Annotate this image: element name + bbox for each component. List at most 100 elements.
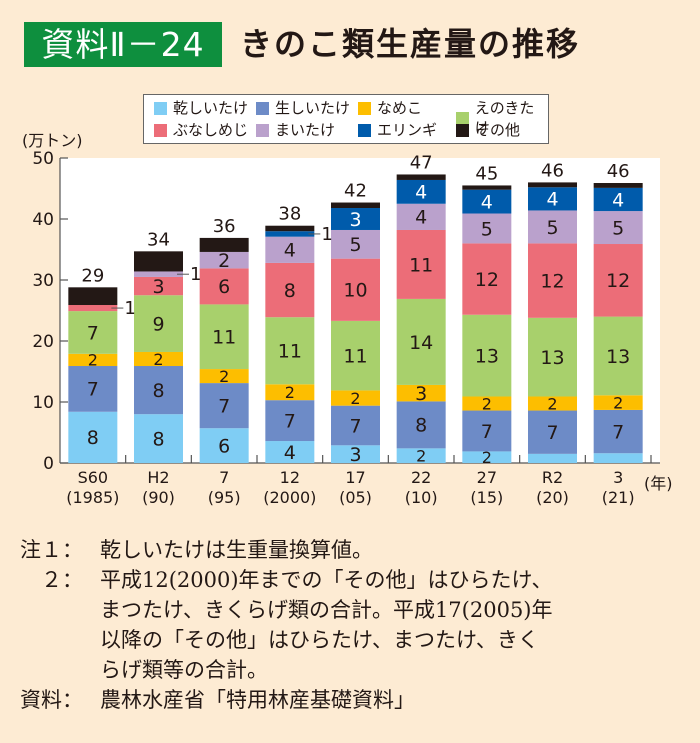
data-label: 4 bbox=[415, 182, 427, 204]
bar-segment-bunashimeji bbox=[331, 258, 380, 321]
data-label: 8 bbox=[284, 280, 296, 302]
data-label: 11 bbox=[278, 341, 302, 363]
bar-segment-fresh-shiitake bbox=[68, 366, 118, 412]
note-line: まつたけ、きくらげ類の合計。平成17(2005)年 bbox=[20, 595, 690, 625]
note-label bbox=[20, 595, 100, 625]
data-label: 7 bbox=[546, 422, 558, 444]
x-tick-label: (1985) bbox=[66, 488, 119, 507]
total-label: 34 bbox=[147, 229, 170, 250]
legend-item-eringi: エリンギ bbox=[358, 120, 437, 140]
x-tick-label: S60 bbox=[78, 468, 109, 487]
bar-segment-bunashimeji bbox=[593, 244, 643, 317]
bar-segment-fresh-shiitake bbox=[593, 409, 643, 454]
bar-segment-other bbox=[462, 185, 512, 190]
bar-segment-enokitake bbox=[462, 314, 512, 397]
y-tick-label: 20 bbox=[32, 332, 54, 352]
bar-segment-enokitake bbox=[396, 298, 446, 385]
y-tick-label: 40 bbox=[32, 210, 54, 230]
bar-segment-dried-shiitake bbox=[528, 453, 577, 463]
data-label: 2 bbox=[218, 250, 230, 272]
bar-segment-eringi bbox=[593, 187, 643, 212]
y-tick-label: 10 bbox=[32, 393, 54, 413]
note-text: 農林水産省「特用林産基礎資料」 bbox=[100, 688, 415, 712]
data-label: 3 bbox=[415, 383, 427, 405]
data-label: 8 bbox=[152, 428, 164, 450]
data-label: 5 bbox=[546, 217, 558, 239]
note-text: らげ類等の合計。 bbox=[100, 658, 268, 682]
note-text: まつたけ、きくらげ類の合計。平成17(2005)年 bbox=[100, 598, 553, 622]
bar-segment-dried-shiitake bbox=[462, 451, 512, 463]
note-text: 以降の「その他」はひらたけ、まつたけ、きく bbox=[100, 628, 539, 652]
legend-item-other: その他 bbox=[456, 120, 520, 140]
total-label: 29 bbox=[81, 265, 104, 286]
bar-segment-fresh-shiitake bbox=[462, 410, 512, 452]
x-tick-label: (90) bbox=[142, 488, 175, 507]
bar-segment-other bbox=[199, 237, 249, 252]
bar-segment-other bbox=[593, 183, 643, 188]
callout-label: 1 bbox=[321, 224, 332, 245]
data-label: 13 bbox=[540, 347, 564, 369]
legend-item-dried-shiitake: 乾しいたけ bbox=[154, 98, 248, 118]
data-label: 2 bbox=[153, 350, 163, 369]
data-label: 3 bbox=[349, 209, 361, 231]
data-label: 5 bbox=[481, 218, 493, 240]
x-tick-label: 7 bbox=[219, 468, 229, 487]
data-label: 2 bbox=[88, 351, 98, 370]
data-label: 10 bbox=[343, 280, 367, 302]
note-line: 以降の「その他」はひらたけ、まつたけ、きく bbox=[20, 625, 690, 655]
bar-segment-bunashimeji bbox=[396, 229, 446, 299]
x-tick-label: 27 bbox=[477, 468, 497, 487]
bar-segment-eringi bbox=[462, 189, 512, 214]
total-label: 47 bbox=[410, 152, 433, 173]
data-label: 8 bbox=[152, 380, 164, 402]
bar-segment-nameko bbox=[396, 384, 446, 402]
bar-segment-eringi bbox=[528, 187, 577, 211]
bar-segment-fresh-shiitake bbox=[528, 410, 577, 454]
data-label: 2 bbox=[482, 394, 492, 413]
bar-segment-eringi bbox=[265, 231, 315, 237]
stacked-bar-chart: 01020304050872729S60(1985)8829334H2(90)6… bbox=[32, 149, 660, 507]
bar-segment-enokitake bbox=[134, 295, 183, 352]
bar-segment-fresh-shiitake bbox=[199, 383, 249, 429]
bar-segment-other bbox=[134, 251, 183, 272]
bar-segment-dried-shiitake bbox=[134, 414, 183, 463]
legend-item-enokitake: えのきたけ bbox=[456, 98, 548, 138]
data-label: 2 bbox=[416, 446, 426, 465]
data-label: 11 bbox=[343, 345, 367, 367]
bar-segment-other bbox=[68, 287, 118, 306]
data-label: 4 bbox=[612, 189, 624, 211]
bar-segment-fresh-shiitake bbox=[134, 366, 183, 415]
x-axis-unit-label: (年) bbox=[644, 474, 673, 493]
bar-segment-fresh-shiitake bbox=[396, 401, 446, 449]
bar-segment-maitake bbox=[331, 229, 380, 259]
data-label: 13 bbox=[606, 346, 630, 368]
bar-segment-bunashimeji bbox=[462, 243, 512, 315]
data-label: 13 bbox=[475, 345, 499, 367]
data-label: 2 bbox=[285, 383, 295, 402]
x-tick-label: (05) bbox=[339, 488, 372, 507]
data-label: 9 bbox=[152, 313, 164, 335]
bar-segment-enokitake bbox=[199, 304, 249, 370]
bar-segment-maitake bbox=[265, 236, 315, 263]
bar-segment-nameko bbox=[331, 390, 380, 406]
footnotes: 注１： 乾しいたけは生重量換算値。 ２： 平成12(2000)年までの「その他」はひ… bbox=[20, 535, 690, 715]
bar-segment-bunashimeji bbox=[68, 305, 118, 312]
bar-segment-enokitake bbox=[528, 317, 577, 397]
data-label: 5 bbox=[349, 234, 361, 256]
x-tick-label: (20) bbox=[536, 488, 569, 507]
total-label: 46 bbox=[607, 161, 630, 182]
x-tick-label: 22 bbox=[411, 468, 431, 487]
data-label: 2 bbox=[547, 394, 557, 413]
bar-segment-nameko bbox=[265, 384, 315, 401]
legend-swatch bbox=[456, 123, 469, 137]
legend-swatch bbox=[256, 123, 269, 137]
bar-segment-dried-shiitake bbox=[331, 445, 380, 463]
data-label: 7 bbox=[87, 322, 99, 344]
bar-segment-dried-shiitake bbox=[68, 411, 118, 463]
data-label: 7 bbox=[218, 396, 230, 418]
data-label: 2 bbox=[613, 393, 623, 412]
data-label: 4 bbox=[546, 189, 558, 211]
figure-number-badge: 資料Ⅱ－24 bbox=[24, 22, 222, 67]
callout-label: 1 bbox=[124, 298, 135, 319]
data-label: 7 bbox=[284, 410, 296, 432]
